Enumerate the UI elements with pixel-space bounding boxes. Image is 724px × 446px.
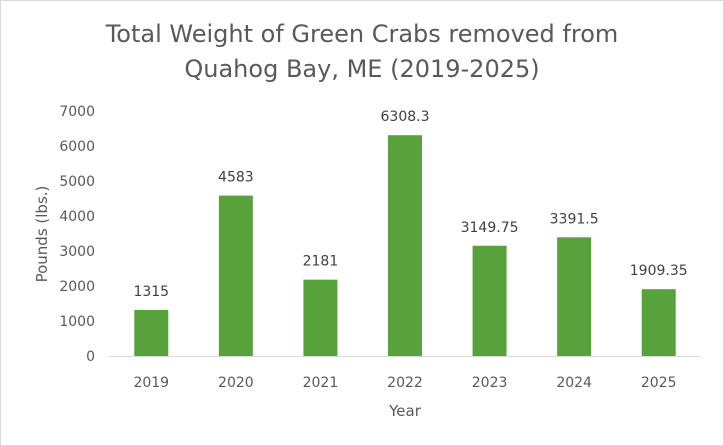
data-label-2019: 1315 (133, 284, 169, 300)
y-tick-labels: 0 1000 2000 3000 4000 5000 6000 7000 (59, 104, 95, 365)
y-tick-label-3000: 3000 (59, 244, 95, 260)
data-label-2023: 3149.75 (461, 220, 519, 236)
data-label-2020: 4583 (218, 170, 254, 186)
y-tick-label-5000: 5000 (59, 174, 95, 190)
bar-2025 (641, 289, 676, 356)
x-tick-label-2023: 2023 (472, 375, 508, 391)
chart-title: Total Weight of Green Crabs removed from… (1, 17, 723, 87)
x-tick-label-2025: 2025 (641, 375, 677, 391)
y-tick-label-7000: 7000 (59, 104, 95, 120)
data-labels: 1315 4583 2181 6308.3 3149.75 3391.5 1909.35 (133, 109, 687, 300)
x-tick-label-2019: 2019 (133, 375, 169, 391)
data-label-2025: 1909.35 (630, 263, 688, 279)
bar-2019 (134, 309, 169, 356)
x-tick-labels: 2019 2020 2021 2022 2023 2024 2025 (133, 375, 676, 391)
y-axis-title: Pounds (lbs.) (33, 186, 51, 283)
data-label-2024: 3391.5 (550, 211, 599, 227)
x-axis-title: Year (388, 402, 422, 420)
x-tick-label-2020: 2020 (218, 375, 254, 391)
bar-2022 (388, 135, 422, 356)
y-tick-label-6000: 6000 (59, 139, 95, 155)
x-tick-label-2024: 2024 (556, 375, 592, 391)
bar-2021 (303, 279, 338, 356)
chart-title-line-1: Total Weight of Green Crabs removed from (105, 20, 619, 48)
y-tick-label-2000: 2000 (59, 279, 95, 295)
y-tick-label-4000: 4000 (59, 209, 95, 225)
y-tick-label-1000: 1000 (59, 314, 95, 330)
bar-2020 (218, 195, 253, 356)
data-label-2022: 6308.3 (381, 109, 430, 125)
data-label-2021: 2181 (303, 254, 339, 270)
y-tick-label-0: 0 (86, 349, 95, 365)
bar-2024 (557, 237, 592, 356)
bars-group (134, 135, 676, 356)
bar-2023 (472, 245, 507, 356)
chart-title-line-2: Quahog Bay, ME (2019-2025) (184, 55, 540, 83)
x-tick-label-2022: 2022 (387, 375, 423, 391)
x-tick-label-2021: 2021 (303, 375, 339, 391)
